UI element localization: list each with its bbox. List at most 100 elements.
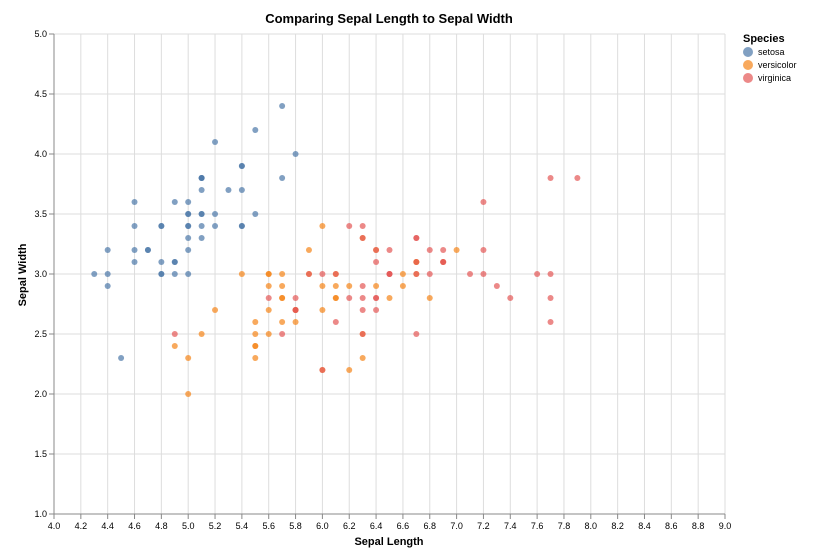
data-point-versicolor — [279, 283, 286, 289]
data-point-setosa — [185, 247, 192, 253]
data-point-virginica — [373, 259, 380, 265]
data-point-virginica — [440, 247, 447, 253]
axes: 4.0 4.2 4.4 4.6 4.8 5.0 5.2 5.4 5.6 5.8 6.0 6.2 6.4 6… — [34, 29, 731, 531]
data-point-setosa — [225, 187, 232, 193]
data-point-virginica — [346, 295, 353, 301]
data-point-versicolor — [171, 343, 178, 349]
data-point-versicolor — [279, 295, 286, 301]
x-tick-label: 9.0 — [719, 521, 732, 531]
data-point-versicolor — [373, 283, 380, 289]
data-point-virginica — [480, 199, 487, 205]
data-point-versicolor — [252, 343, 259, 349]
data-point-setosa — [131, 247, 138, 253]
data-point-virginica — [359, 223, 366, 229]
data-point-setosa — [238, 163, 245, 169]
data-point-virginica — [413, 259, 420, 265]
data-point-versicolor — [292, 319, 299, 325]
data-point-setosa — [158, 223, 165, 229]
data-point-virginica — [480, 247, 487, 253]
data-point-virginica — [467, 271, 474, 277]
data-points — [91, 103, 581, 397]
data-point-setosa — [279, 175, 286, 181]
data-point-virginica — [373, 307, 380, 313]
y-tick-label: 1.5 — [34, 449, 47, 459]
data-point-setosa — [185, 211, 192, 217]
data-point-setosa — [158, 259, 165, 265]
data-point-setosa — [104, 283, 111, 289]
data-point-setosa — [185, 235, 192, 241]
data-point-virginica — [547, 271, 554, 277]
x-tick-label: 6.6 — [397, 521, 410, 531]
data-point-virginica — [373, 295, 380, 301]
legend: Species setosa versicolor virginica — [743, 33, 797, 83]
data-point-virginica — [346, 223, 353, 229]
data-point-virginica — [534, 271, 541, 277]
x-tick-label: 8.6 — [665, 521, 678, 531]
data-point-setosa — [104, 271, 111, 277]
data-point-setosa — [131, 223, 138, 229]
data-point-setosa — [91, 271, 98, 277]
x-tick-label: 8.0 — [585, 521, 598, 531]
data-point-setosa — [238, 187, 245, 193]
data-point-setosa — [144, 247, 151, 253]
data-point-versicolor — [332, 283, 339, 289]
data-point-virginica — [359, 283, 366, 289]
data-point-virginica — [547, 175, 554, 181]
x-tick-label: 6.8 — [424, 521, 437, 531]
data-point-virginica — [279, 331, 286, 337]
data-point-virginica — [426, 247, 433, 253]
data-point-virginica — [426, 271, 433, 277]
data-point-versicolor — [238, 271, 245, 277]
x-tick-label: 8.8 — [692, 521, 705, 531]
y-axis-title: Sepal Width — [17, 243, 29, 306]
y-tick-label: 3.0 — [34, 269, 47, 279]
data-point-setosa — [185, 223, 192, 229]
data-point-versicolor — [279, 319, 286, 325]
data-point-setosa — [238, 223, 245, 229]
data-point-setosa — [185, 271, 192, 277]
data-point-versicolor — [252, 355, 259, 361]
data-point-virginica — [332, 271, 339, 277]
data-point-versicolor — [453, 247, 460, 253]
data-point-versicolor — [399, 283, 406, 289]
data-point-setosa — [131, 199, 138, 205]
data-point-virginica — [547, 295, 554, 301]
x-tick-label: 8.2 — [611, 521, 624, 531]
data-point-setosa — [131, 259, 138, 265]
data-point-versicolor — [279, 271, 286, 277]
legend-label-versicolor: versicolor — [758, 60, 797, 70]
x-tick-label: 7.0 — [450, 521, 463, 531]
data-point-virginica — [547, 319, 554, 325]
x-axis-title: Sepal Length — [354, 536, 423, 548]
data-point-versicolor — [386, 295, 393, 301]
data-point-setosa — [252, 127, 259, 133]
data-point-virginica — [373, 247, 380, 253]
data-point-setosa — [171, 199, 178, 205]
x-tick-label: 7.2 — [477, 521, 490, 531]
data-point-versicolor — [185, 355, 192, 361]
data-point-versicolor — [265, 307, 272, 313]
data-point-virginica — [413, 271, 420, 277]
y-tick-label: 2.5 — [34, 329, 47, 339]
legend-symbol-setosa — [743, 47, 753, 57]
x-tick-label: 4.2 — [75, 521, 88, 531]
data-point-versicolor — [265, 331, 272, 337]
data-point-setosa — [185, 199, 192, 205]
data-point-versicolor — [399, 271, 406, 277]
legend-title: Species — [743, 33, 785, 45]
data-point-virginica — [359, 295, 366, 301]
x-tick-label: 4.0 — [48, 521, 61, 531]
data-point-setosa — [198, 223, 205, 229]
x-tick-label: 4.6 — [128, 521, 141, 531]
data-point-virginica — [319, 367, 326, 373]
data-point-virginica — [359, 307, 366, 313]
data-point-virginica — [440, 259, 447, 265]
data-point-virginica — [413, 331, 420, 337]
data-point-virginica — [480, 271, 487, 277]
x-tick-label: 7.6 — [531, 521, 544, 531]
y-tick-label: 4.0 — [34, 149, 47, 159]
data-point-virginica — [359, 331, 366, 337]
data-point-versicolor — [252, 319, 259, 325]
x-tick-label: 4.8 — [155, 521, 168, 531]
